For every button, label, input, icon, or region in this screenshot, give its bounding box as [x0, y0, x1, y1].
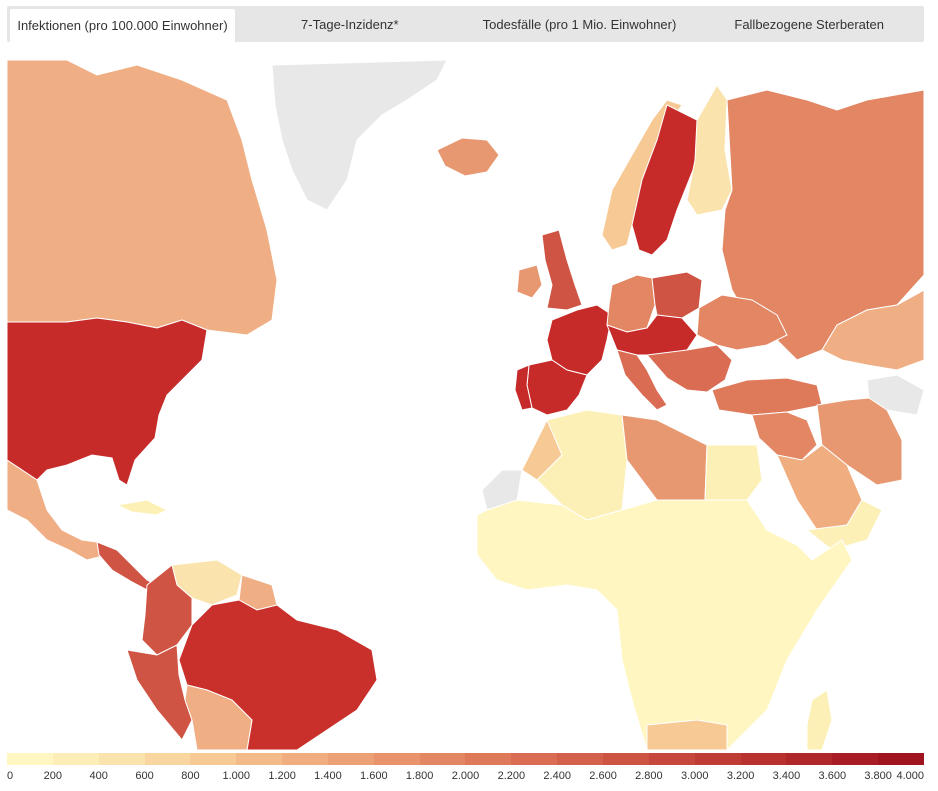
scale-tick-label: 1.000 — [222, 770, 251, 782]
sweden[interactable] — [631, 104, 698, 256]
scale-tick-label: 0 — [7, 770, 14, 782]
scale-segment — [327, 753, 374, 765]
scale-segment — [236, 753, 283, 765]
madagascar[interactable] — [806, 689, 833, 750]
scale-tick-label: 200 — [43, 770, 63, 782]
tab-todesfaelle[interactable]: Todesfälle (pro 1 Mio. Einwohner) — [482, 16, 677, 32]
scale-tick-label: 1.600 — [360, 770, 388, 782]
uk[interactable] — [541, 229, 583, 311]
scale-tick-label: 400 — [89, 770, 108, 782]
scale-tick-label: 2.400 — [543, 770, 571, 782]
central-america[interactable] — [96, 541, 159, 591]
scale-tick-label: 800 — [181, 770, 200, 782]
scale-segment — [602, 753, 649, 765]
color-scale-bar — [7, 753, 924, 765]
libya[interactable] — [621, 414, 708, 501]
scale-tick-label: 3.200 — [726, 770, 755, 782]
scale-tick-label: 600 — [135, 770, 154, 782]
mexico[interactable] — [7, 459, 108, 561]
choropleth-map[interactable] — [7, 60, 924, 750]
map-tab-bar: Infektionen (pro 100.000 Einwohner) 7-Ta… — [7, 6, 924, 42]
usa[interactable] — [7, 317, 208, 486]
finland[interactable] — [686, 84, 733, 216]
scale-segment — [832, 753, 879, 765]
scale-segment — [190, 753, 237, 765]
scale-tick-label: 2.600 — [589, 770, 617, 782]
scale-segment — [786, 753, 833, 765]
germany[interactable] — [606, 274, 656, 333]
kazakhstan[interactable] — [821, 289, 924, 371]
portugal[interactable] — [514, 364, 533, 411]
scale-segment — [878, 753, 924, 765]
scale-tick-label: 3.400 — [772, 770, 801, 782]
scale-tick-label: 2.000 — [451, 770, 480, 782]
scale-segment — [648, 753, 695, 765]
scale-segment — [557, 753, 603, 765]
map-svg[interactable] — [7, 60, 924, 750]
scale-segment — [419, 753, 466, 765]
ireland[interactable] — [516, 264, 543, 299]
balkans[interactable] — [646, 344, 733, 393]
france[interactable] — [546, 304, 613, 376]
scale-tick-label: 1.200 — [268, 770, 296, 782]
scale-tick-label: 4.000 — [896, 770, 924, 782]
scale-tick-label: 3.000 — [680, 770, 709, 782]
scale-segment — [144, 753, 191, 765]
egypt[interactable] — [704, 444, 763, 501]
cuba[interactable] — [115, 499, 169, 516]
scale-tick-label: 2.200 — [497, 770, 526, 782]
scale-tick-label: 3.600 — [818, 770, 847, 782]
tab-sterberaten[interactable]: Fallbezogene Sterberaten — [734, 16, 884, 32]
scale-tick-label: 2.800 — [635, 770, 663, 782]
scale-segment — [282, 753, 328, 765]
scale-segment — [694, 753, 741, 765]
scale-segment — [52, 753, 99, 765]
scale-tick-label: 3.800 — [864, 770, 892, 782]
scale-tick-label: 1.800 — [405, 770, 434, 782]
scale-segment — [740, 753, 787, 765]
bolivia[interactable] — [184, 684, 253, 750]
scale-segment — [373, 753, 420, 765]
middle-east[interactable] — [751, 411, 818, 461]
poland[interactable] — [651, 271, 703, 319]
sub-saharan-africa[interactable] — [476, 499, 853, 750]
scale-segment — [465, 753, 512, 765]
turkey[interactable] — [711, 377, 823, 416]
canada[interactable] — [7, 60, 278, 336]
south-africa[interactable] — [646, 719, 728, 750]
ukraine[interactable] — [696, 294, 788, 351]
scale-tick-label: 1.400 — [314, 770, 342, 782]
italy[interactable] — [616, 349, 668, 411]
scale-segment — [98, 753, 145, 765]
scale-segment — [7, 753, 53, 765]
color-scale-labels: 0 200 400 600 800 1.000 1.200 1.400 1.600 1.800 2.… — [7, 770, 938, 786]
tab-7-tage-inzidenz[interactable]: 7-Tage-Inzidenz* — [301, 16, 399, 32]
scale-segment — [511, 753, 558, 765]
iceland[interactable] — [436, 137, 500, 177]
greenland[interactable] — [271, 60, 448, 211]
colombia[interactable] — [141, 564, 193, 656]
western-sahara[interactable] — [481, 469, 523, 511]
tab-infektionen[interactable]: Infektionen (pro 100.000 Einwohner) — [10, 9, 235, 42]
